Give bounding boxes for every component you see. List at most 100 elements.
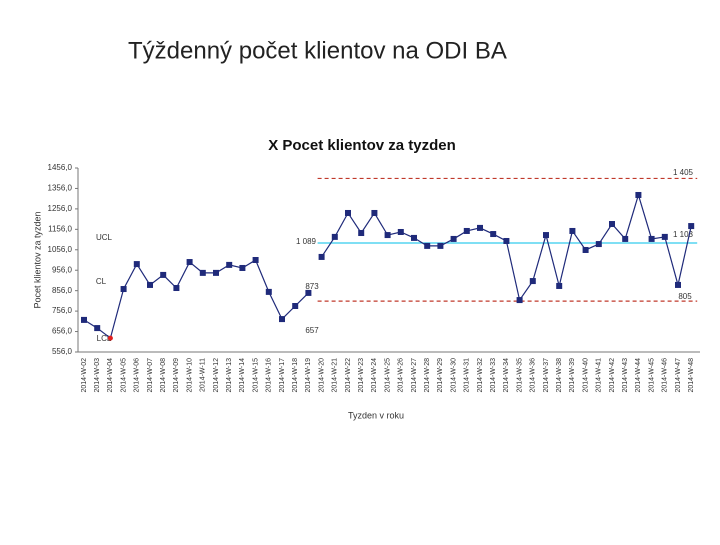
data-point (622, 235, 629, 242)
y-axis-label: Pocet klientov za tyzden (32, 211, 42, 308)
y-tick-label: 756,0 (52, 306, 73, 315)
x-tick-label: 2014-W-46 (662, 358, 669, 393)
x-tick-label: 2014-W-14 (239, 358, 246, 393)
x-tick-label: 2014-W-24 (371, 358, 378, 393)
x-tick-label: 2014-W-43 (622, 358, 629, 393)
x-tick-label: 2014-W-26 (398, 358, 405, 393)
data-point (107, 335, 113, 341)
data-point (582, 246, 589, 253)
x-tick-label: 2014-W-17 (279, 358, 286, 393)
x-tick-label: 2014-W-10 (186, 358, 193, 393)
data-point (397, 228, 404, 235)
annotation: 657 (305, 326, 319, 335)
data-point (120, 286, 127, 293)
data-point (424, 242, 431, 249)
x-tick-label: 2014-W-45 (648, 358, 655, 393)
x-tick-label: 2014-W-36 (530, 358, 537, 393)
data-point (450, 235, 457, 242)
x-tick-label: 2014-W-28 (424, 358, 431, 393)
x-tick-label: 2014-W-07 (147, 358, 154, 393)
x-tick-label: 2014-W-12 (213, 358, 220, 393)
x-tick-label: 2014-W-32 (477, 358, 484, 393)
data-point (384, 232, 391, 239)
data-point (595, 241, 602, 248)
data-point (252, 257, 259, 263)
data-point (147, 281, 153, 288)
data-point (305, 289, 312, 296)
data-point (635, 191, 642, 198)
x-tick-label: 2014-W-42 (609, 358, 616, 393)
x-tick-label: 2014-W-19 (305, 358, 312, 393)
x-tick-label: 2014-W-47 (675, 358, 682, 393)
chart-title: X Pocet klientov za tyzden (268, 137, 456, 154)
x-tick-label: 2014-W-23 (358, 358, 365, 393)
x-tick-label: 2014-W-15 (252, 358, 259, 393)
x-tick-label: 2014-W-09 (173, 358, 180, 393)
data-point (556, 282, 563, 289)
x-tick-label: 2014-W-03 (94, 358, 101, 393)
x-tick-label: 2014-W-08 (160, 358, 167, 393)
y-tick-label: 1156,0 (48, 224, 72, 233)
data-point (133, 261, 140, 268)
data-point (199, 269, 206, 276)
x-tick-label: 2014-W-33 (490, 358, 497, 393)
data-point (358, 230, 365, 237)
limit-label: 805 (678, 292, 692, 301)
x-tick-label: 2014-W-02 (81, 358, 88, 393)
data-point (477, 224, 483, 231)
data-point (529, 278, 536, 285)
data-point (463, 227, 470, 234)
y-tick-label: 1056,0 (48, 245, 73, 254)
data-point (226, 261, 233, 268)
data-point (213, 269, 219, 276)
x-tick-label: 2014-W-16 (266, 358, 273, 393)
page-title: Týždenný počet klientov na ODI BA (128, 37, 507, 64)
x-tick-label: 2014-W-44 (635, 358, 642, 393)
data-point (371, 209, 378, 216)
y-tick-label: 956,0 (52, 265, 73, 274)
x-tick-label: 2014-W-38 (556, 358, 563, 393)
data-point (345, 209, 351, 216)
data-point (675, 281, 681, 288)
y-tick-label: 1456,0 (48, 163, 73, 172)
annotation: 1 103 (673, 230, 694, 239)
y-tick-label: 656,0 (52, 327, 73, 336)
x-tick-label: 2014-W-39 (569, 358, 576, 393)
x-tick-label: 2014-W-05 (120, 358, 127, 393)
annotation: CL (96, 277, 107, 286)
data-point (609, 221, 615, 228)
x-tick-label: 2014-W-35 (516, 358, 523, 393)
data-point (279, 316, 285, 323)
x-tick-label: 2014-W-21 (332, 358, 339, 393)
data-point (292, 303, 299, 309)
y-tick-label: 1256,0 (48, 204, 73, 213)
limit-label: 1 405 (673, 168, 694, 177)
x-tick-label: 2014-W-31 (464, 358, 471, 393)
x-tick-label: 2014-W-37 (543, 358, 550, 393)
data-point (503, 237, 510, 244)
data-point (688, 223, 695, 230)
x-tick-label: 2014-W-41 (596, 358, 603, 393)
data-point (569, 227, 576, 234)
x-tick-label: 2014-W-25 (384, 358, 391, 393)
x-tick-label: 2014-W-22 (345, 358, 352, 393)
data-point (265, 288, 272, 295)
x-tick-label: 2014-W-40 (582, 358, 589, 393)
limit-label: 1 089 (296, 237, 317, 246)
data-point (648, 235, 655, 242)
x-tick-label: 2014-W-29 (437, 358, 444, 393)
data-point (94, 325, 101, 332)
data-point (186, 259, 193, 266)
data-point (239, 264, 246, 271)
x-tick-label: 2014-W-20 (318, 358, 325, 393)
data-point (331, 233, 338, 240)
x-tick-label: 2014-W-06 (134, 358, 141, 393)
annotation: LCL (97, 334, 112, 343)
data-point (160, 271, 167, 278)
y-tick-label: 556,0 (52, 347, 73, 356)
x-tick-label: 2014-W-27 (411, 358, 418, 393)
data-point (490, 231, 497, 238)
x-tick-label: 2014-W-34 (503, 358, 510, 393)
y-tick-label: 1356,0 (48, 184, 73, 193)
